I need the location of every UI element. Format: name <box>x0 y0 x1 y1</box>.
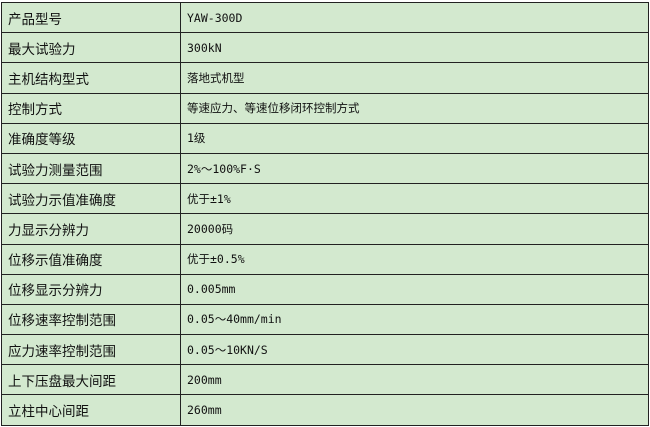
spec-label: 控制方式 <box>1 92 181 124</box>
table-row: 试验力示值准确度 优于±1% <box>1 183 649 215</box>
spec-label: 立柱中心间距 <box>1 394 181 426</box>
spec-label: 试验力测量范围 <box>1 152 181 185</box>
spec-label: 位移速率控制范围 <box>1 303 181 336</box>
table-row: 主机结构型式 落地式机型 <box>1 62 649 94</box>
spec-value: 300kN <box>180 32 649 64</box>
spec-label: 试验力示值准确度 <box>1 183 181 215</box>
spec-label: 产品型号 <box>1 1 181 34</box>
spec-value: 1级 <box>180 122 649 154</box>
table-row: 上下压盘最大间距 200mm <box>1 364 649 396</box>
table-row: 位移速率控制范围 0.05～40mm/min <box>1 303 649 336</box>
table-row: 位移显示分辨力 0.005mm <box>1 273 649 305</box>
spec-label: 力显示分辨力 <box>1 213 181 245</box>
spec-label: 最大试验力 <box>1 32 181 64</box>
table-row: 位移示值准确度 优于±0.5% <box>1 243 649 275</box>
table-row: 应力速率控制范围 0.05～10KN/S <box>1 334 649 366</box>
spec-label: 主机结构型式 <box>1 62 181 94</box>
spec-value: 优于±1% <box>180 183 649 215</box>
spec-value: 0.005mm <box>180 273 649 305</box>
table-row: 控制方式 等速应力、等速位移闭环控制方式 <box>1 92 649 124</box>
spec-value: 落地式机型 <box>180 62 649 94</box>
table-row: 产品型号 YAW-300D <box>1 1 649 34</box>
table-row: 力显示分辨力 20000码 <box>1 213 649 245</box>
table-row: 立柱中心间距 260mm <box>1 394 649 426</box>
spec-value: 200mm <box>180 364 649 396</box>
spec-value: YAW-300D <box>180 1 649 34</box>
spec-label: 位移示值准确度 <box>1 243 181 275</box>
spec-value: 2%～100%F·S <box>180 152 649 185</box>
spec-value: 260mm <box>180 394 649 426</box>
spec-value: 20000码 <box>180 213 649 245</box>
table-row: 准确度等级 1级 <box>1 122 649 154</box>
spec-label: 准确度等级 <box>1 122 181 154</box>
spec-value: 优于±0.5% <box>180 243 649 275</box>
spec-label: 位移显示分辨力 <box>1 273 181 305</box>
table-row: 最大试验力 300kN <box>1 32 649 64</box>
table-row: 试验力测量范围 2%～100%F·S <box>1 152 649 185</box>
spec-value: 0.05～10KN/S <box>180 334 649 366</box>
spec-value: 等速应力、等速位移闭环控制方式 <box>180 92 649 124</box>
spec-label: 上下压盘最大间距 <box>1 364 181 396</box>
spec-value: 0.05～40mm/min <box>180 303 649 336</box>
spec-label: 应力速率控制范围 <box>1 334 181 366</box>
